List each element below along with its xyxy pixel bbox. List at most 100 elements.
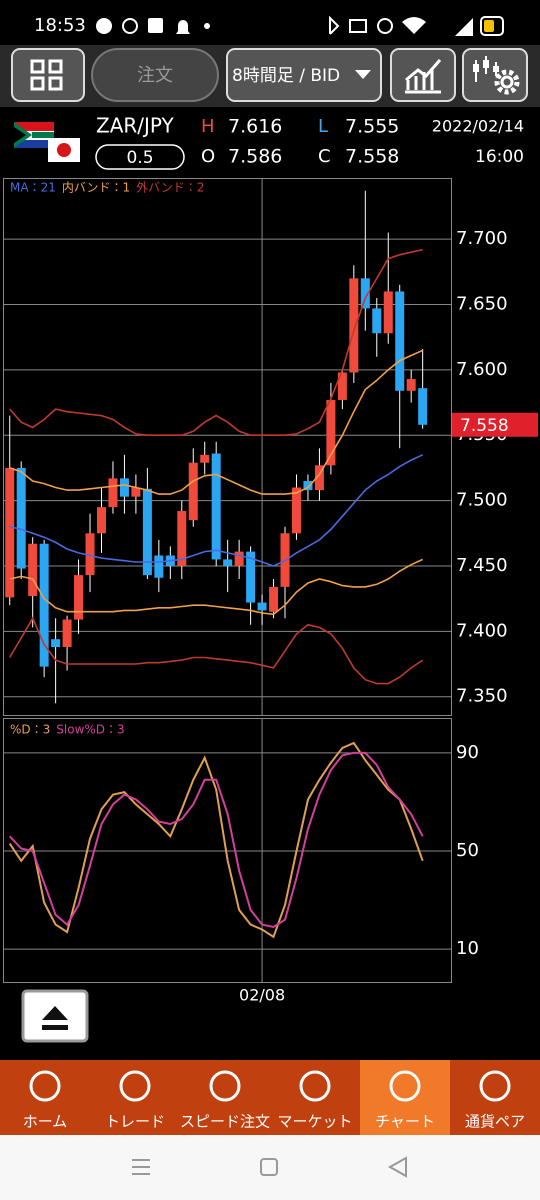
series-line [8, 741, 424, 939]
candle-body [246, 551, 256, 603]
legend-entry: MA：21 [10, 181, 56, 195]
overlay-line [9, 248, 423, 436]
open-value: 7.586 [228, 146, 282, 168]
candle-body [142, 488, 152, 576]
candle-body [96, 507, 106, 534]
nav-items: ホーム トレード スピード注文 マーケット チャート 通貨ペア [23, 1060, 525, 1135]
candle-body [108, 478, 118, 508]
nav-label[interactable]: マーケット [277, 1113, 352, 1131]
order-button[interactable] [91, 48, 219, 102]
quote-time: 16:00 [475, 147, 524, 167]
y-tick-label: 50 [456, 840, 479, 861]
nav-icon [389, 1070, 421, 1102]
lot-box[interactable] [95, 144, 185, 170]
candle-body [303, 480, 313, 491]
y-tick-label: 7.500 [456, 490, 508, 511]
order-label: 注文 [137, 65, 173, 86]
candle-body [383, 291, 393, 334]
overlay-line [9, 454, 424, 567]
candle-body [85, 533, 95, 576]
candle-body [360, 278, 370, 309]
chart-type-button[interactable] [390, 48, 456, 102]
timeframe-label: 8時間足 / BID [232, 66, 340, 86]
sa-flag [14, 122, 54, 148]
candle-body [211, 453, 221, 560]
candle-body [51, 639, 61, 648]
nav-label[interactable]: チャート [375, 1113, 435, 1131]
settings-button[interactable] [462, 48, 528, 102]
candle-body [39, 543, 49, 667]
low-value: 7.555 [345, 116, 399, 138]
nav-icon [119, 1070, 151, 1102]
nav-label[interactable]: スピード注文 [180, 1113, 270, 1131]
y-tick-label: 7.600 [456, 359, 508, 380]
candle-body [291, 487, 301, 534]
candle-body [372, 308, 382, 334]
status-time: 18:53 [34, 15, 86, 36]
candle-body [188, 462, 198, 521]
candle-body [234, 551, 244, 566]
system-nav-buttons[interactable] [132, 1156, 407, 1178]
legend-entry: 外バンド：2 [136, 181, 204, 195]
candle-body [257, 602, 267, 611]
candle-body [349, 278, 359, 373]
grid-button[interactable] [11, 48, 85, 102]
high-label: H [201, 116, 215, 137]
candle-body [337, 372, 347, 400]
candle-body [269, 586, 279, 612]
status-icons [96, 15, 504, 36]
candle-body [177, 511, 187, 566]
quote-date: 2022/02/14 [432, 117, 524, 136]
candle-body [200, 454, 210, 463]
close-value: 7.558 [345, 146, 399, 168]
candle-body [418, 388, 428, 425]
candle-body [406, 379, 416, 391]
last-price-label: 7.558 [460, 416, 509, 436]
pair: ZAR/JPY [96, 114, 175, 138]
legend-entry: Slow%D：3 [56, 723, 124, 737]
candle-body [131, 487, 141, 497]
last-price-tag [452, 412, 538, 437]
candle-body [223, 559, 233, 566]
y-tick-label: 7.650 [456, 294, 508, 315]
nav-icon [209, 1070, 241, 1102]
y-tick-label: 90 [456, 742, 479, 763]
legend-entry: %D：3 [10, 723, 50, 737]
y-tick-label: 7.400 [456, 620, 508, 641]
overlay-line [9, 558, 424, 616]
candle-body [28, 543, 38, 597]
nav-icon [29, 1070, 61, 1102]
collapse-button[interactable] [21, 989, 89, 1043]
nav-label[interactable]: トレード [105, 1113, 165, 1131]
open-label: O [201, 146, 215, 167]
dropdown-arrow [355, 70, 371, 79]
candle-body [16, 467, 26, 569]
low-label: L [318, 116, 328, 137]
legend-entry: 内バンド：1 [62, 181, 130, 195]
candle-body [326, 399, 336, 466]
timeframe-dropdown[interactable] [226, 48, 382, 102]
candle-body [62, 619, 72, 648]
candle-body [314, 465, 324, 491]
nav-icon [479, 1070, 511, 1102]
overlay-line [9, 616, 424, 685]
nav-icon [299, 1070, 331, 1102]
nav-label[interactable]: 通貨ペア [465, 1113, 525, 1131]
candle-body [5, 467, 15, 598]
system-nav [0, 1135, 540, 1200]
status-bar [0, 0, 540, 45]
nav-label[interactable]: ホーム [23, 1113, 68, 1131]
high-value: 7.616 [228, 116, 282, 138]
close-label: C [318, 146, 331, 167]
y-tick-label: 10 [456, 938, 479, 959]
plot: 7.3507.4007.4507.5007.5507.6007.6507.700… [4, 179, 538, 1005]
x-tick-label: 02/08 [239, 986, 285, 1005]
candle-body [74, 575, 84, 620]
lot-value: 0.5 [126, 148, 153, 168]
candle-body [119, 478, 129, 497]
jp-flag [48, 138, 80, 162]
candle-body [154, 555, 164, 578]
